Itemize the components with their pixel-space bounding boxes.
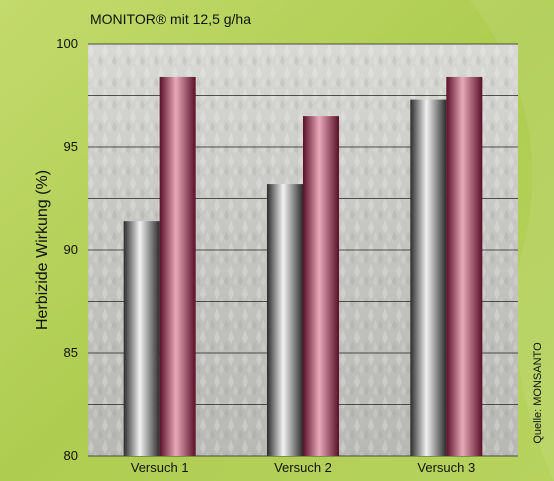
- bar-maroon: [159, 76, 196, 457]
- background-swirl: [470, 0, 554, 481]
- y-tick-label: 85: [64, 345, 78, 360]
- chart-title: MONITOR® mit 12,5 g/ha: [90, 11, 251, 27]
- y-axis-ticks: 80 85 90 95 100: [56, 36, 78, 463]
- y-tick-label: 80: [64, 448, 78, 463]
- bar-gray: [410, 99, 447, 457]
- bar-gray: [267, 184, 303, 456]
- bar-gray: [123, 221, 160, 456]
- y-tick-label: 100: [56, 36, 78, 51]
- bar-maroon: [303, 116, 339, 456]
- source-note: Quelle: MONSANTO: [532, 342, 544, 444]
- bars: [123, 76, 483, 457]
- y-axis-label: Herbizide Wirkung (%): [34, 170, 51, 330]
- x-tick-label: Versuch 1: [131, 460, 189, 475]
- x-tick-label: Versuch 2: [274, 460, 332, 475]
- y-tick-label: 90: [64, 242, 78, 257]
- bar-maroon: [446, 76, 483, 457]
- x-tick-label: Versuch 3: [417, 460, 475, 475]
- x-axis-ticks: Versuch 1 Versuch 2 Versuch 3: [131, 460, 475, 475]
- y-tick-label: 95: [64, 139, 78, 154]
